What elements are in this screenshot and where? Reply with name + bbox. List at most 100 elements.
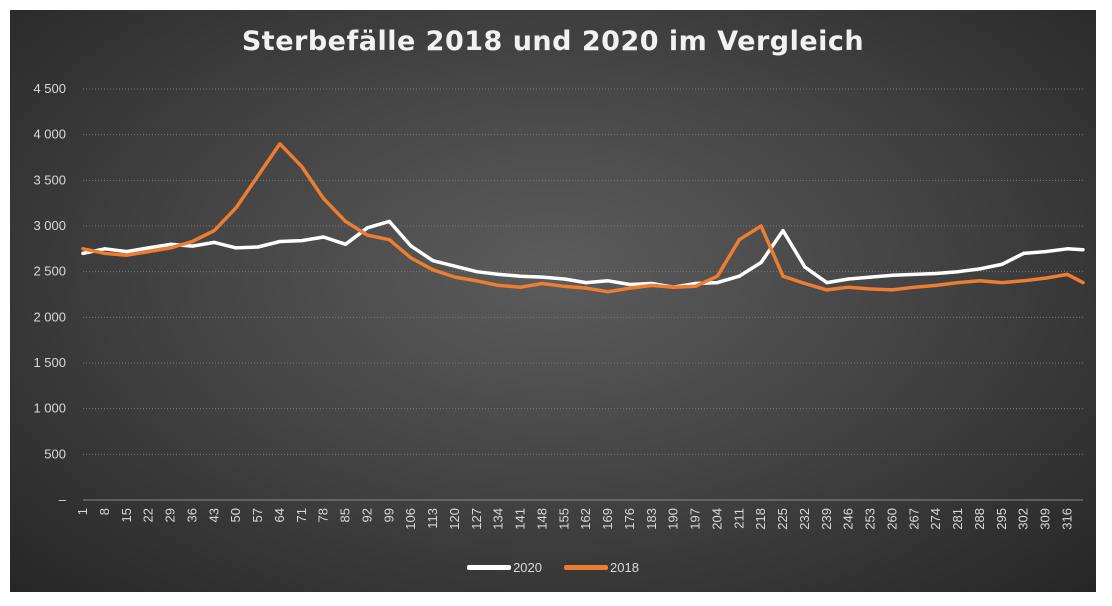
- x-tick-label: 218: [753, 508, 768, 530]
- legend-label: 2020: [513, 560, 542, 575]
- legend-item-2018: 2018: [564, 560, 639, 575]
- data-point-2018: [606, 290, 610, 294]
- data-point-2018: [1081, 281, 1085, 285]
- data-point-2020: [1000, 262, 1004, 266]
- x-tick-label: 232: [797, 508, 812, 530]
- data-point-2020: [1065, 247, 1069, 251]
- y-tick-label: 4 000: [33, 127, 66, 142]
- x-tick-label: 169: [600, 508, 615, 530]
- data-point-2018: [934, 283, 938, 287]
- data-point-2018: [475, 279, 479, 283]
- x-tick-label: 288: [972, 508, 987, 530]
- data-point-2020: [497, 272, 501, 276]
- legend-item-2020: 2020: [467, 560, 542, 575]
- data-point-2020: [212, 240, 216, 244]
- data-point-2018: [190, 239, 194, 244]
- x-tick-label: 183: [644, 508, 659, 530]
- x-tick-label: 78: [316, 508, 331, 522]
- x-tick-label: 148: [534, 508, 549, 530]
- data-point-2020: [278, 239, 282, 244]
- data-point-2020: [475, 270, 479, 274]
- data-point-2020: [431, 259, 435, 263]
- data-point-2020: [934, 271, 938, 276]
- data-point-2020: [737, 274, 741, 278]
- x-tick-label: 36: [184, 508, 199, 522]
- x-tick-label: 1: [75, 508, 90, 515]
- x-tick-label: 267: [906, 508, 921, 530]
- data-point-2018: [956, 281, 960, 285]
- data-point-2020: [125, 250, 129, 254]
- data-point-2018: [125, 253, 129, 257]
- data-point-2018: [234, 206, 238, 210]
- data-point-2018: [518, 285, 523, 289]
- data-point-2018: [562, 284, 566, 288]
- chart-plot: – 500 1 000 1 500 2 000 2 500 3 000 3 500 4 000 4…: [33, 81, 1085, 530]
- data-point-2020: [387, 219, 391, 223]
- x-tick-label: 71: [294, 508, 309, 522]
- y-tick-label: 2 500: [33, 264, 66, 279]
- y-tick-label: 500: [44, 446, 66, 461]
- data-point-2020: [300, 239, 304, 243]
- data-point-2018: [825, 288, 829, 292]
- x-tick-label: 29: [163, 508, 178, 522]
- data-point-2020: [803, 265, 807, 269]
- data-point-2018: [847, 285, 851, 289]
- series-line-2020: [81, 219, 1085, 289]
- data-point-2018: [715, 274, 720, 278]
- y-tick-label: 4 500: [33, 81, 66, 96]
- x-tick-label: 22: [141, 508, 156, 522]
- data-point-2020: [518, 274, 523, 278]
- x-tick-label: 239: [819, 508, 834, 530]
- y-tick-label: 3 500: [33, 172, 66, 187]
- data-point-2018: [978, 279, 982, 283]
- x-tick-label: 155: [556, 508, 571, 530]
- data-point-2018: [300, 165, 304, 169]
- x-tick-label: 99: [381, 508, 396, 522]
- data-point-2020: [847, 277, 851, 281]
- x-tick-label: 246: [841, 508, 856, 530]
- data-point-2018: [1022, 279, 1026, 283]
- x-tick-label: 316: [1059, 508, 1074, 530]
- x-tick-label: 57: [250, 508, 265, 522]
- data-point-2018: [803, 281, 807, 286]
- data-point-2018: [212, 229, 216, 233]
- x-tick-label: 8: [97, 508, 112, 515]
- data-point-2020: [1022, 251, 1026, 255]
- data-point-2020: [234, 246, 238, 250]
- x-tick-label: 120: [447, 508, 462, 530]
- x-tick-label: 113: [425, 508, 440, 529]
- data-point-2018: [540, 281, 545, 286]
- data-point-2018: [278, 142, 282, 146]
- x-tick-label: 43: [206, 508, 221, 522]
- series-line-2018: [81, 142, 1085, 294]
- data-point-2020: [606, 279, 610, 283]
- data-point-2020: [562, 277, 566, 281]
- data-point-2020: [365, 226, 369, 230]
- x-tick-label: 260: [884, 508, 899, 530]
- x-tick-label: 92: [359, 508, 374, 522]
- data-point-2020: [825, 281, 829, 285]
- data-point-2018: [409, 256, 413, 260]
- x-tick-label: 50: [228, 508, 243, 522]
- chart-title: Sterbefälle 2018 und 2020 im Vergleich: [241, 26, 865, 57]
- data-point-2020: [453, 264, 457, 268]
- x-tick-label: 309: [1038, 508, 1053, 530]
- data-point-2018: [497, 283, 501, 287]
- x-tick-label: 225: [775, 508, 790, 530]
- legend-swatch: [564, 565, 608, 570]
- x-tick-label: 302: [1016, 508, 1031, 530]
- x-tick-label: 162: [578, 508, 593, 530]
- data-point-2020: [81, 251, 85, 255]
- data-point-2020: [409, 244, 413, 248]
- data-point-2020: [956, 270, 960, 274]
- data-point-2018: [453, 275, 457, 279]
- data-point-2018: [584, 286, 588, 290]
- data-point-2018: [737, 238, 741, 242]
- data-point-2018: [147, 250, 151, 254]
- data-point-2018: [650, 283, 654, 287]
- data-point-2018: [868, 287, 873, 291]
- data-point-2020: [256, 245, 260, 249]
- data-point-2018: [103, 251, 107, 255]
- chart-frame: Sterbefälle 2018 und 2020 im Vergleich –…: [10, 10, 1096, 592]
- data-point-2018: [431, 268, 435, 272]
